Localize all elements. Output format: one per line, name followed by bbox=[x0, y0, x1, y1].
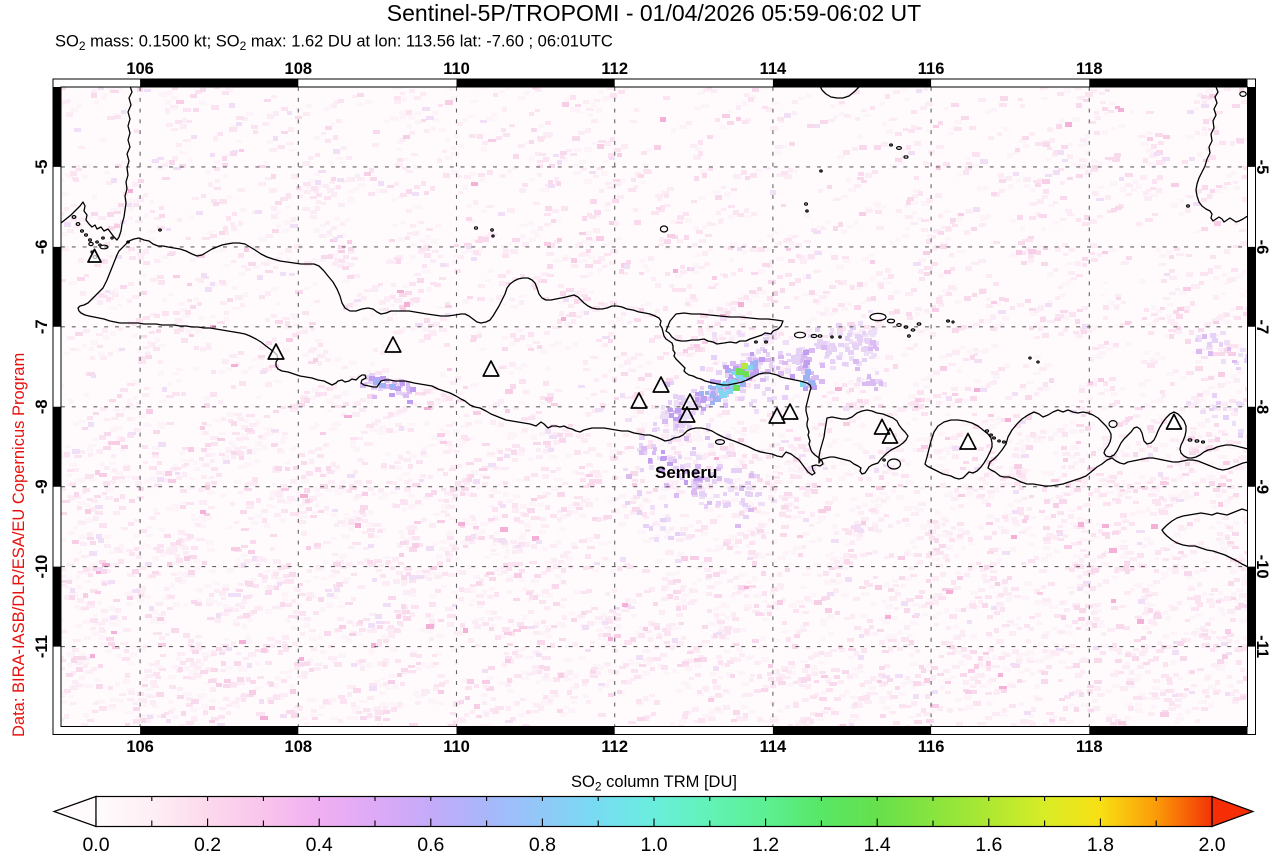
svg-text:108: 108 bbox=[285, 60, 313, 78]
svg-text:-9: -9 bbox=[1253, 479, 1271, 494]
svg-text:Data: BIRA-IASB/DLR/ESA/EU Cop: Data: BIRA-IASB/DLR/ESA/EU Copernicus Pr… bbox=[10, 353, 28, 737]
svg-text:-11: -11 bbox=[1253, 635, 1271, 658]
svg-text:118: 118 bbox=[1076, 738, 1103, 756]
svg-text:108: 108 bbox=[285, 738, 313, 756]
svg-text:SO2 mass: 0.1500 kt; SO2 max:: SO2 mass: 0.1500 kt; SO2 max: 1.62 DU at… bbox=[55, 33, 613, 54]
svg-text:-5: -5 bbox=[1253, 160, 1271, 175]
svg-text:106: 106 bbox=[126, 738, 154, 756]
svg-text:-6: -6 bbox=[1253, 240, 1271, 255]
svg-text:0.8: 0.8 bbox=[529, 834, 556, 853]
svg-text:0.6: 0.6 bbox=[417, 834, 444, 853]
svg-text:-10: -10 bbox=[33, 555, 51, 579]
svg-text:1.4: 1.4 bbox=[864, 834, 891, 853]
svg-text:1.0: 1.0 bbox=[640, 834, 667, 853]
svg-text:106: 106 bbox=[126, 60, 154, 78]
svg-text:-6: -6 bbox=[33, 240, 51, 255]
svg-text:Semeru: Semeru bbox=[655, 463, 717, 482]
svg-text:116: 116 bbox=[918, 60, 945, 78]
svg-text:118: 118 bbox=[1076, 60, 1103, 78]
svg-text:110: 110 bbox=[443, 738, 470, 756]
svg-text:1.6: 1.6 bbox=[975, 834, 1002, 853]
svg-text:114: 114 bbox=[760, 60, 787, 78]
svg-text:110: 110 bbox=[443, 60, 470, 78]
svg-text:-8: -8 bbox=[33, 399, 51, 414]
svg-text:112: 112 bbox=[601, 738, 628, 756]
svg-text:0.4: 0.4 bbox=[306, 834, 333, 853]
svg-text:-11: -11 bbox=[33, 635, 51, 658]
svg-text:-8: -8 bbox=[1253, 399, 1271, 414]
svg-text:-5: -5 bbox=[33, 160, 51, 175]
svg-text:Sentinel-5P/TROPOMI - 01/04/20: Sentinel-5P/TROPOMI - 01/04/2026 05:59-0… bbox=[387, 0, 921, 26]
svg-text:-9: -9 bbox=[33, 479, 51, 494]
svg-text:-7: -7 bbox=[1253, 319, 1271, 334]
svg-text:114: 114 bbox=[760, 738, 787, 756]
svg-text:-7: -7 bbox=[33, 319, 51, 334]
svg-text:-10: -10 bbox=[1253, 555, 1271, 579]
svg-text:1.8: 1.8 bbox=[1087, 834, 1114, 853]
svg-text:1.2: 1.2 bbox=[752, 834, 779, 853]
svg-text:116: 116 bbox=[918, 738, 945, 756]
svg-text:SO2 column TRM [DU]: SO2 column TRM [DU] bbox=[571, 773, 737, 794]
svg-text:112: 112 bbox=[601, 60, 628, 78]
svg-text:0.2: 0.2 bbox=[194, 834, 221, 853]
svg-text:2.0: 2.0 bbox=[1198, 834, 1225, 853]
svg-text:0.0: 0.0 bbox=[82, 834, 109, 853]
